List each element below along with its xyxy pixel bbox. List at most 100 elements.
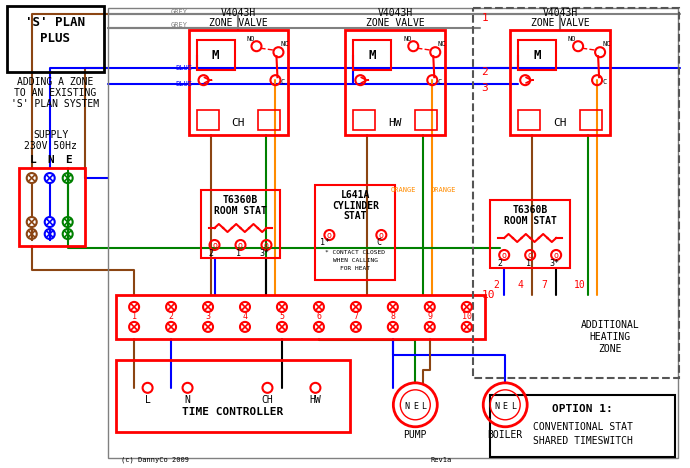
- Bar: [518, 110, 540, 130]
- Text: 4: 4: [518, 280, 523, 290]
- Text: HW: HW: [310, 395, 322, 405]
- Text: 8: 8: [391, 313, 395, 322]
- Text: o: o: [528, 251, 533, 261]
- Text: * CONTACT CLOSED: * CONTACT CLOSED: [326, 250, 386, 256]
- Text: ZONE VALVE: ZONE VALVE: [531, 18, 589, 28]
- Text: ORANGE: ORANGE: [431, 187, 456, 193]
- Text: E: E: [413, 402, 418, 411]
- Text: (c) DannyCo 2009: (c) DannyCo 2009: [121, 456, 188, 463]
- Text: o: o: [553, 251, 559, 261]
- Bar: [353, 110, 375, 130]
- Text: TIME CONTROLLER: TIME CONTROLLER: [182, 407, 284, 417]
- Bar: [518, 40, 556, 70]
- Text: ADDITIONAL: ADDITIONAL: [581, 320, 640, 330]
- Bar: [7, 6, 104, 72]
- Text: L: L: [421, 402, 426, 411]
- Text: 2: 2: [208, 249, 213, 258]
- Bar: [315, 185, 395, 280]
- Text: T6360B: T6360B: [223, 195, 258, 205]
- Text: BLUE: BLUE: [175, 65, 193, 71]
- Text: 1*: 1*: [320, 239, 331, 248]
- Text: GREY: GREY: [170, 9, 188, 15]
- Text: C: C: [437, 79, 442, 85]
- Text: CYLINDER: CYLINDER: [332, 201, 379, 211]
- Text: 10: 10: [481, 290, 495, 300]
- Text: M: M: [368, 49, 376, 62]
- Bar: [490, 395, 675, 457]
- Text: ROOM STAT: ROOM STAT: [504, 216, 557, 226]
- Text: o: o: [264, 241, 269, 250]
- Text: SUPPLY: SUPPLY: [33, 130, 68, 140]
- Text: o: o: [238, 241, 243, 250]
- Text: CH: CH: [232, 118, 245, 128]
- Text: V4043H: V4043H: [542, 8, 578, 18]
- Text: 2: 2: [481, 67, 488, 77]
- Text: NO: NO: [246, 36, 255, 42]
- Text: o: o: [327, 232, 332, 241]
- Text: NC: NC: [280, 41, 289, 47]
- Text: C: C: [280, 79, 285, 85]
- Bar: [201, 190, 280, 258]
- Text: 2: 2: [497, 259, 503, 269]
- Text: ROOM STAT: ROOM STAT: [214, 206, 267, 216]
- Text: C: C: [602, 79, 607, 85]
- Text: L: L: [511, 402, 515, 411]
- Text: 10: 10: [462, 313, 472, 322]
- Bar: [346, 30, 445, 135]
- Bar: [116, 295, 485, 339]
- Text: STAT: STAT: [344, 211, 367, 221]
- Text: NO: NO: [403, 36, 411, 42]
- Text: 3: 3: [206, 313, 210, 322]
- Bar: [580, 110, 602, 130]
- Text: HEATING: HEATING: [589, 332, 631, 342]
- Text: BOILER: BOILER: [488, 430, 523, 440]
- Text: CH: CH: [262, 395, 273, 405]
- Text: PLUS: PLUS: [40, 32, 70, 45]
- Bar: [353, 40, 391, 70]
- Text: T6360B: T6360B: [513, 205, 548, 215]
- Text: 9: 9: [427, 313, 433, 322]
- Text: 4: 4: [242, 313, 248, 322]
- Text: V4043H: V4043H: [221, 8, 256, 18]
- Text: N: N: [185, 395, 190, 405]
- Text: 3*: 3*: [259, 249, 270, 258]
- Text: OPTION 1:: OPTION 1:: [552, 404, 613, 414]
- Text: 3*: 3*: [549, 259, 559, 269]
- Text: V4043H: V4043H: [377, 8, 413, 18]
- Bar: [415, 110, 437, 130]
- Text: E: E: [503, 402, 508, 411]
- Text: ADDING A ZONE: ADDING A ZONE: [17, 77, 93, 87]
- Text: ORANGE: ORANGE: [391, 187, 416, 193]
- Text: 1: 1: [236, 249, 241, 258]
- Text: N: N: [405, 402, 410, 411]
- Bar: [188, 30, 288, 135]
- Text: WHEN CALLING: WHEN CALLING: [333, 258, 378, 263]
- Text: NO: NO: [568, 36, 576, 42]
- Text: BLUE: BLUE: [175, 81, 193, 87]
- Bar: [197, 40, 235, 70]
- Bar: [197, 110, 219, 130]
- Text: SHARED TIMESWITCH: SHARED TIMESWITCH: [533, 436, 633, 446]
- Text: GREY: GREY: [170, 22, 188, 28]
- Text: 1: 1: [526, 259, 531, 269]
- Text: 6: 6: [317, 313, 322, 322]
- Text: C: C: [377, 239, 382, 248]
- Text: M: M: [533, 49, 541, 62]
- Text: 2: 2: [493, 280, 499, 290]
- Text: o: o: [379, 232, 384, 241]
- Text: 1: 1: [132, 313, 137, 322]
- Bar: [108, 8, 678, 458]
- Text: ZONE VALVE: ZONE VALVE: [209, 18, 268, 28]
- Bar: [19, 168, 85, 246]
- Text: 2: 2: [168, 313, 174, 322]
- Text: 7: 7: [353, 313, 358, 322]
- Text: CONVENTIONAL STAT: CONVENTIONAL STAT: [533, 422, 633, 432]
- Text: 3: 3: [481, 83, 488, 93]
- Text: o: o: [502, 251, 506, 261]
- Text: FOR HEAT: FOR HEAT: [340, 266, 371, 271]
- Bar: [510, 30, 610, 135]
- Bar: [473, 8, 679, 378]
- Text: 5: 5: [279, 313, 284, 322]
- Text: ZONE VALVE: ZONE VALVE: [366, 18, 425, 28]
- Text: o: o: [212, 241, 217, 250]
